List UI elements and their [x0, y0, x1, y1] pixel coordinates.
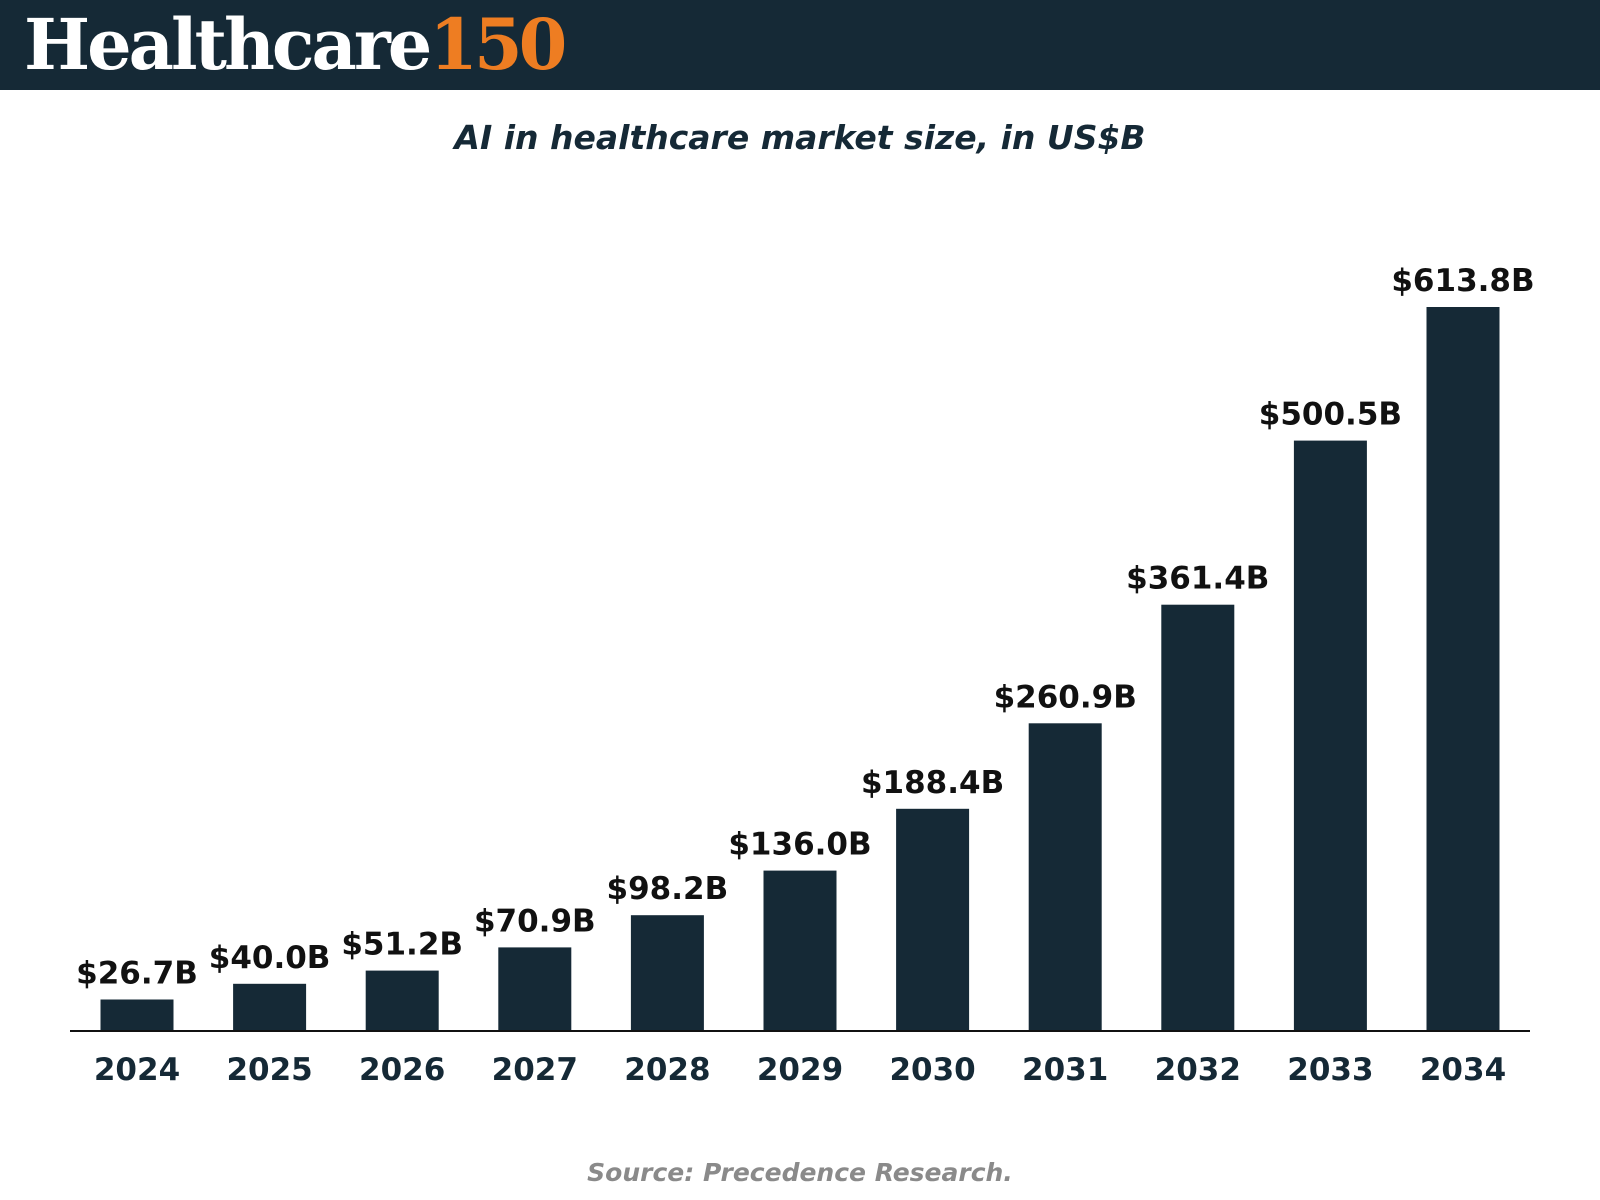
x-tick-label-2024: 2024: [94, 1052, 180, 1088]
header-bar: Healthcare150: [0, 0, 1600, 90]
bar-2024: [100, 999, 174, 1031]
bar-2029: [763, 870, 837, 1031]
x-tick-label-2027: 2027: [492, 1052, 578, 1088]
x-tick-label-2034: 2034: [1420, 1052, 1506, 1088]
value-label-2025: $40.0B: [209, 940, 331, 976]
value-label-2027: $70.9B: [474, 903, 596, 939]
value-label-2026: $51.2B: [341, 927, 463, 963]
x-tick-label-2025: 2025: [226, 1052, 312, 1088]
bar-2025: [233, 983, 307, 1031]
bar-2034: [1426, 307, 1500, 1031]
bars-layer: [100, 307, 1500, 1032]
source-note: Source: Precedence Research.: [587, 1158, 1013, 1187]
bar-2027: [498, 947, 572, 1031]
bar-2033: [1293, 440, 1367, 1032]
x-tick-labels-layer: 2024 2025 2026 2027 2028 2029 2030 2031 2032 2033…: [94, 1052, 1506, 1088]
value-label-2029: $136.0B: [728, 827, 871, 863]
brand-logo: Healthcare150: [24, 2, 567, 88]
value-label-2024: $26.7B: [76, 956, 198, 992]
value-label-2030: $188.4B: [861, 765, 1004, 801]
x-tick-label-2029: 2029: [757, 1052, 843, 1088]
brand-logo-word: Healthcare: [24, 3, 432, 86]
brand-logo-number: 150: [429, 3, 567, 86]
bar-2028: [630, 915, 704, 1031]
x-tick-label-2026: 2026: [359, 1052, 445, 1088]
value-label-2028: $98.2B: [607, 871, 729, 907]
x-tick-label-2028: 2028: [624, 1052, 710, 1088]
x-tick-label-2030: 2030: [889, 1052, 975, 1088]
chart-title: AI in healthcare market size, in US$B: [454, 118, 1146, 157]
x-tick-label-2033: 2033: [1287, 1052, 1373, 1088]
bar-2026: [365, 970, 439, 1031]
value-labels-layer: $26.7B $40.0B $51.2B $70.9B $98.2B $136.0B $18…: [76, 263, 1534, 992]
bar-2031: [1028, 723, 1102, 1031]
value-label-2031: $260.9B: [994, 679, 1137, 715]
value-label-2032: $361.4B: [1126, 561, 1269, 597]
value-label-2034: $613.8B: [1391, 263, 1534, 299]
bar-2030: [896, 808, 970, 1031]
x-tick-label-2032: 2032: [1155, 1052, 1241, 1088]
x-tick-label-2031: 2031: [1022, 1052, 1108, 1088]
bar-2032: [1161, 604, 1235, 1031]
value-label-2033: $500.5B: [1259, 397, 1402, 433]
